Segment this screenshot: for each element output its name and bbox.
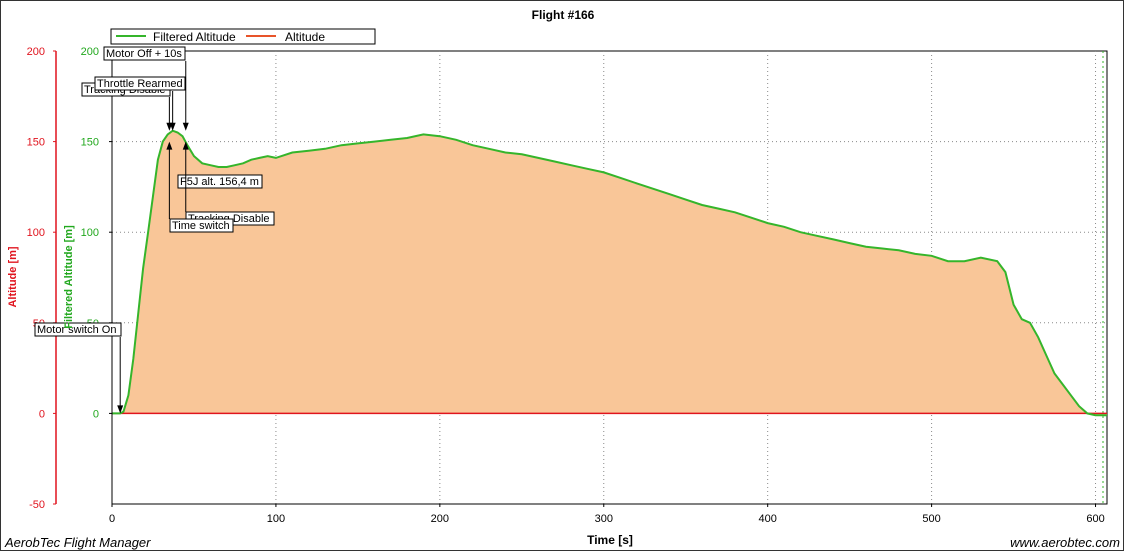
annotation-label: Motor Off + 10s bbox=[106, 48, 182, 60]
x-tick-label: 100 bbox=[267, 513, 285, 525]
annotation-arrow bbox=[182, 141, 189, 150]
annotation-box bbox=[103, 46, 186, 61]
annotations: Motor switch OnTracking DisableThrottle … bbox=[34, 46, 275, 414]
footer-website: www.aerobtec.com bbox=[1010, 535, 1120, 550]
tick-labels: -500501001502000501001502000100200300400… bbox=[27, 46, 1105, 525]
annotation-arrow bbox=[182, 122, 189, 131]
x-tick-label: 200 bbox=[431, 513, 449, 525]
annotation-label: F5J alt. 156,4 m bbox=[180, 176, 259, 188]
annotation-label: Throttle Rearmed bbox=[97, 78, 183, 90]
x-tick-label: 300 bbox=[595, 513, 613, 525]
x-tick-label: 400 bbox=[759, 513, 777, 525]
axes bbox=[55, 51, 1107, 505]
annotation-arrow bbox=[117, 405, 124, 414]
annotation-label: Time switch bbox=[172, 220, 230, 232]
annotation-box bbox=[169, 218, 234, 233]
left-tick-label: -50 bbox=[29, 499, 45, 511]
right-tick-label: 200 bbox=[81, 46, 99, 58]
legend: Filtered Altitude Altitude bbox=[110, 28, 376, 45]
x-axis-title: Time [s] bbox=[587, 533, 633, 547]
left-tick-label: 0 bbox=[39, 408, 45, 420]
chart-title: Flight #166 bbox=[532, 8, 595, 22]
legend-box bbox=[110, 28, 376, 45]
x-tick-label: 600 bbox=[1086, 513, 1104, 525]
filtered-altitude-series-line bbox=[112, 129, 1107, 417]
right-axis-title: Filtered Altitude [m] bbox=[63, 225, 75, 329]
left-tick-label: 100 bbox=[27, 227, 45, 239]
x-tick-label: 500 bbox=[922, 513, 940, 525]
annotation-arrow bbox=[169, 122, 176, 131]
right-tick-label: 100 bbox=[81, 227, 99, 239]
x-tick-label: 0 bbox=[109, 513, 115, 525]
left-tick-label: 150 bbox=[27, 137, 45, 149]
annotation-arrow bbox=[166, 141, 173, 150]
annotation-box bbox=[34, 322, 122, 337]
annotation-box bbox=[177, 174, 263, 189]
legend-label-filtered: Filtered Altitude bbox=[153, 30, 236, 44]
annotation-box bbox=[94, 76, 186, 91]
left-tick-label: 200 bbox=[27, 46, 45, 58]
right-tick-label: 150 bbox=[81, 137, 99, 149]
filtered-altitude-area bbox=[112, 130, 1107, 416]
left-axis-title: Altitude [m] bbox=[7, 246, 19, 307]
annotation-label: Motor switch On bbox=[37, 324, 116, 336]
right-tick-label: 0 bbox=[93, 408, 99, 420]
footer-app-name: AerobTec Flight Manager bbox=[4, 535, 151, 550]
legend-label-altitude: Altitude bbox=[285, 30, 325, 44]
